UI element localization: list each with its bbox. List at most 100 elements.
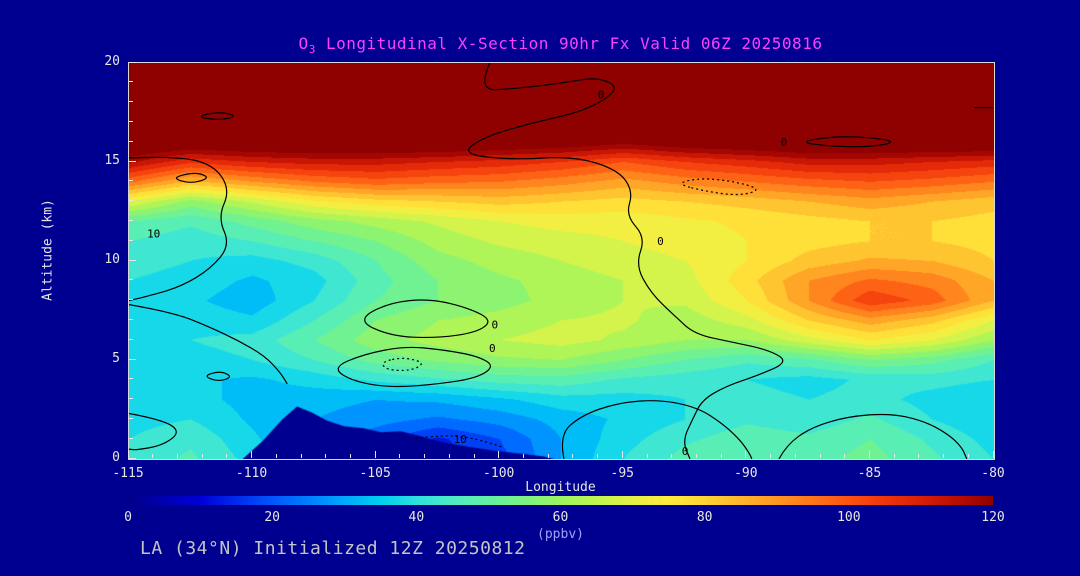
x-tick-major — [992, 451, 994, 458]
x-tick-minor — [695, 454, 697, 458]
x-tick-minor — [399, 454, 401, 458]
chart-title-rest: Longitudinal X-Section 90hr Fx Valid 06Z… — [315, 34, 823, 53]
contour-fill-canvas — [129, 63, 994, 459]
contour-line — [468, 63, 784, 459]
contour-line — [129, 412, 177, 451]
y-tick-label: 15 — [104, 153, 120, 168]
x-tick-minor — [794, 454, 796, 458]
contour-line-overlay: 0 0 10 0 0 10 0 0 — [129, 63, 993, 459]
y-tick-minor — [129, 140, 133, 142]
y-tick-label: 20 — [104, 54, 120, 69]
contour-line — [129, 304, 288, 385]
y-tick-minor — [129, 299, 133, 301]
contour-label: 0 — [598, 89, 605, 102]
x-tick-major — [251, 451, 253, 458]
y-tick-label: 10 — [104, 252, 120, 267]
y-tick-minor — [129, 180, 133, 182]
contour-label: 0 — [781, 136, 788, 149]
x-tick-minor — [844, 454, 846, 458]
contour-line — [778, 413, 968, 459]
chart-title-prefix: O — [298, 34, 309, 53]
x-tick-minor — [473, 454, 475, 458]
x-tick-minor — [226, 454, 228, 458]
x-tick-major — [374, 451, 376, 458]
x-tick-label: -90 — [734, 466, 758, 481]
x-tick-minor — [547, 454, 549, 458]
x-tick-minor — [572, 454, 574, 458]
y-tick-minor — [129, 120, 133, 122]
y-tick-minor — [129, 318, 133, 320]
x-tick-minor — [646, 454, 648, 458]
y-tick-minor — [129, 279, 133, 281]
x-tick-minor — [176, 454, 178, 458]
x-tick-minor — [275, 454, 277, 458]
y-tick-major — [129, 259, 136, 261]
y-tick-major — [129, 61, 136, 63]
x-tick-label: -100 — [483, 466, 515, 481]
y-tick-major — [129, 160, 136, 162]
x-tick-minor — [349, 454, 351, 458]
x-tick-major — [745, 451, 747, 458]
x-tick-minor — [201, 454, 203, 458]
x-tick-minor — [819, 454, 821, 458]
y-tick-minor — [129, 101, 133, 103]
contour-line — [337, 346, 492, 388]
x-tick-minor — [424, 454, 426, 458]
contour-label: 10 — [147, 227, 160, 240]
y-tick-minor — [129, 437, 133, 439]
y-tick-label: 0 — [112, 450, 120, 465]
y-tick-minor — [129, 200, 133, 202]
contour-label: 0 — [657, 235, 664, 248]
y-tick-major — [129, 358, 136, 360]
x-tick-minor — [325, 454, 327, 458]
y-tick-minor — [129, 398, 133, 400]
contour-line — [806, 136, 892, 148]
x-tick-label: -110 — [235, 466, 268, 481]
contour-line — [561, 400, 753, 459]
x-tick-minor — [522, 454, 524, 458]
contour-line-dotted — [382, 357, 422, 372]
colorbar-tick-label: 40 — [408, 510, 425, 525]
colorbar-tick-label: 60 — [552, 510, 569, 525]
x-tick-major — [498, 451, 500, 458]
x-tick-major — [621, 451, 623, 458]
x-axis-label: Longitude — [525, 480, 596, 495]
x-tick-minor — [300, 454, 302, 458]
plot-area: 0 0 10 0 0 10 0 0 — [128, 62, 995, 460]
x-tick-minor — [893, 454, 895, 458]
x-tick-label: -85 — [857, 466, 882, 481]
x-tick-minor — [597, 454, 599, 458]
x-tick-minor — [943, 454, 945, 458]
chart-title-subscript: 3 — [308, 43, 316, 57]
colorbar-tick-label: 100 — [837, 510, 861, 525]
y-tick-minor — [129, 219, 133, 221]
y-tick-minor — [129, 417, 133, 419]
chart-title: O3 Longitudinal X-Section 90hr Fx Valid … — [128, 34, 993, 56]
x-tick-label: -105 — [359, 466, 391, 481]
x-tick-minor — [671, 454, 673, 458]
colorbar-tick-label: 120 — [981, 510, 1005, 525]
contour-line — [129, 156, 228, 302]
contour-label: 0 — [491, 318, 498, 331]
x-tick-minor — [967, 454, 969, 458]
y-tick-label: 5 — [112, 351, 120, 366]
colorbar — [128, 496, 993, 505]
x-tick-minor — [720, 454, 722, 458]
y-tick-minor — [129, 378, 133, 380]
x-tick-label: -80 — [981, 466, 1005, 481]
x-tick-minor — [152, 454, 154, 458]
x-tick-major — [868, 451, 870, 458]
x-tick-major — [127, 451, 129, 458]
x-tick-minor — [448, 454, 450, 458]
colorbar-tick-label: 20 — [264, 510, 280, 525]
contour-line — [364, 299, 489, 339]
contour-label: 0 — [682, 445, 689, 458]
colorbar-label: (ppbv) — [537, 527, 584, 542]
x-tick-label: -95 — [610, 466, 635, 481]
contour-label: 0 — [489, 342, 496, 355]
init-caption: LA (34°N) Initialized 12Z 20250812 — [140, 538, 526, 559]
y-axis-label: Altitude (km) — [40, 199, 56, 301]
contour-line-dotted — [681, 178, 757, 196]
y-tick-minor — [129, 239, 133, 241]
